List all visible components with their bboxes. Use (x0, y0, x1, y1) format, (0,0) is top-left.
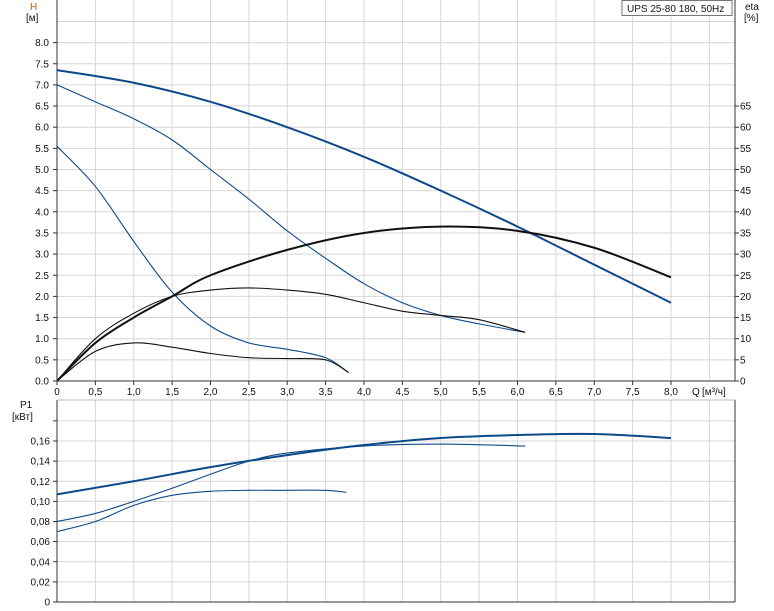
efficiency-curve-2 (56, 287, 526, 382)
y2-tick-label: 50 (740, 165, 752, 176)
x-tick-label: 4,5 (395, 387, 409, 398)
x-tick-label: 5,0 (434, 387, 448, 398)
power-y-tick-label: 0,08 (31, 517, 51, 528)
power-y-tick-label: 0 (44, 598, 50, 609)
x-tick-label: 7,0 (587, 387, 601, 398)
y-tick-label: 1.5 (35, 313, 49, 324)
efficiency-curve-1 (56, 225, 672, 382)
head-curve-1 (56, 69, 672, 304)
y-tick-label: 0.0 (35, 377, 49, 388)
power-curve-3 (56, 489, 347, 533)
y2-tick-label: 25 (740, 271, 752, 282)
x-tick-label: 4,0 (357, 387, 371, 398)
x-tick-label: 1,5 (165, 387, 179, 398)
y-axis-unit: [м] (26, 13, 39, 24)
power-curve-1 (56, 432, 672, 496)
y2-tick-label: 65 (740, 102, 752, 113)
x-tick-label: 3,5 (319, 387, 333, 398)
y-tick-label: 3.5 (35, 228, 49, 239)
y-tick-label: 2.0 (35, 292, 49, 303)
x-tick-label: 0,5 (88, 387, 102, 398)
y2-tick-label: 20 (740, 292, 752, 303)
legend-label: UPS 25-80 180, 50Hz (627, 4, 724, 15)
y2-axis-unit: [%] (744, 13, 759, 24)
y2-tick-label: 15 (740, 313, 752, 324)
x-axis-label: Q (692, 387, 700, 398)
y2-tick-label: 30 (740, 250, 752, 261)
y-tick-label: 4.0 (35, 207, 49, 218)
y2-tick-label: 35 (740, 228, 752, 239)
y2-tick-label: 0 (740, 377, 746, 388)
x-tick-label: 7,5 (626, 387, 640, 398)
y2-axis-label: eta (745, 2, 759, 13)
x-tick-label: 3,0 (280, 387, 294, 398)
efficiency-curve-3 (56, 342, 349, 382)
power-y-tick-label: 0,16 (31, 437, 51, 448)
y-tick-label: 0.5 (35, 355, 49, 366)
power-y-tick-label: 0,02 (31, 577, 51, 588)
y-tick-label: 3.0 (35, 250, 49, 261)
y2-tick-label: 45 (740, 186, 752, 197)
x-axis-unit: [м³/ч] (702, 387, 726, 398)
y-tick-label: 8.0 (35, 38, 49, 49)
x-tick-label: 6,5 (549, 387, 563, 398)
y-tick-label: 7.0 (35, 80, 49, 91)
x-tick-label: 5,5 (472, 387, 486, 398)
y-tick-label: 6.5 (35, 102, 49, 113)
legend-box (621, 0, 733, 16)
y-tick-label: 2.5 (35, 271, 49, 282)
y-tick-label: 7.5 (35, 59, 49, 70)
x-tick-label: 8,0 (664, 387, 678, 398)
power-axis-label: P1 (20, 400, 33, 411)
head-curve-2 (56, 84, 526, 333)
power-y-tick-label: 0,10 (31, 497, 51, 508)
x-tick-label: 1,0 (127, 387, 141, 398)
head-curve-3 (56, 145, 349, 374)
x-tick-label: 2,0 (204, 387, 218, 398)
y-axis-label: H (30, 2, 37, 13)
y2-tick-label: 60 (740, 123, 752, 134)
y-tick-label: 4.5 (35, 186, 49, 197)
power-y-tick-label: 0,12 (31, 477, 51, 488)
x-tick-label: 2,5 (242, 387, 256, 398)
y2-tick-label: 10 (740, 334, 752, 345)
power-y-tick-label: 0,06 (31, 537, 51, 548)
power-axis-unit: [кВт] (12, 412, 33, 423)
y2-tick-label: 5 (740, 355, 746, 366)
power-y-tick-label: 0,14 (31, 457, 51, 468)
power-curve-2 (56, 443, 526, 523)
y2-tick-label: 40 (740, 207, 752, 218)
y-tick-label: 1.0 (35, 334, 49, 345)
y-tick-label: 5.0 (35, 165, 49, 176)
y-tick-label: 6.0 (35, 123, 49, 134)
y-tick-label: 5.5 (35, 144, 49, 155)
power-y-tick-label: 0,04 (31, 557, 51, 568)
x-tick-label: 6,0 (511, 387, 525, 398)
x-tick-label: 0 (54, 387, 60, 398)
y2-tick-label: 55 (740, 144, 752, 155)
